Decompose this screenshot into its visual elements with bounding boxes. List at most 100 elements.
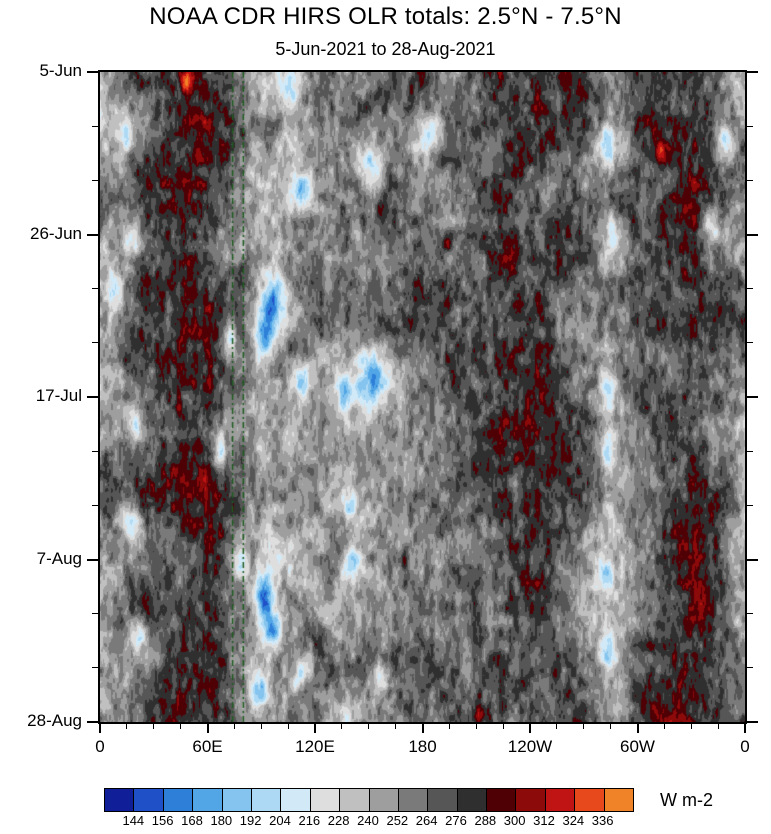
colorbar-tick-label: 324 — [562, 813, 585, 828]
y-tick-label: 17-Jul — [35, 386, 82, 405]
x-major-tick — [744, 724, 746, 733]
colorbar-tick-label: 180 — [210, 813, 233, 828]
x-minor-tick — [341, 724, 343, 729]
x-minor-tick — [368, 724, 370, 729]
colorbar-cell — [369, 789, 399, 811]
y-major-tick-right — [747, 558, 758, 561]
y-minor-tick — [92, 288, 98, 290]
x-tick-label: 180 — [408, 737, 437, 756]
figure-subtitle: 5-Jun-2021 to 28-Aug-2021 — [275, 39, 496, 59]
y-tick-label: 7-Aug — [36, 548, 82, 568]
colorbar-tick-label: 240 — [357, 813, 379, 828]
y-minor-tick — [92, 125, 98, 127]
y-tick-label: 26-Jun — [30, 223, 82, 243]
x-minor-tick — [153, 724, 155, 729]
x-minor-tick — [690, 724, 692, 729]
colorbar-tick-label: 216 — [298, 813, 321, 828]
x-minor-tick — [556, 724, 558, 729]
colorbar-tick-label: 168 — [181, 813, 203, 828]
colorbar-tick-label: 144 — [122, 813, 145, 828]
x-major-tick — [636, 724, 639, 733]
colorbar-tick-label: 156 — [151, 813, 174, 828]
y-minor-tick-right — [747, 613, 753, 615]
x-minor-tick — [260, 724, 262, 729]
x-minor-tick — [717, 724, 719, 729]
y-minor-tick — [92, 613, 98, 615]
colorbar-tick-label: 252 — [386, 813, 409, 828]
colorbar-cell — [310, 789, 341, 811]
y-tick-label: 28-Aug — [27, 711, 82, 730]
x-minor-tick — [610, 724, 612, 729]
colorbar-cell — [105, 789, 135, 811]
colorbar-tick-label: 204 — [269, 813, 291, 828]
x-major-tick — [99, 724, 101, 733]
x-tick-label: 60E — [192, 737, 223, 756]
x-minor-tick — [448, 724, 450, 729]
x-major-tick — [529, 724, 531, 733]
colorbar-cell — [604, 789, 634, 811]
x-minor-tick — [233, 724, 235, 729]
olr-heatmap-canvas — [100, 72, 745, 722]
x-tick-label: 120W — [507, 737, 553, 756]
colorbar-units-label: W m-2 — [660, 790, 713, 810]
colorbar-tick-label: 228 — [327, 813, 350, 828]
y-minor-tick — [92, 667, 98, 669]
x-minor-tick — [475, 724, 477, 729]
colorbar-cell — [545, 789, 576, 811]
y-major-tick-right — [747, 71, 758, 73]
colorbar-tick-label: 264 — [415, 813, 438, 828]
y-minor-tick-right — [747, 342, 753, 344]
colorbar-tick-label: 336 — [591, 813, 614, 828]
colorbar — [104, 788, 634, 812]
y-major-tick — [87, 396, 98, 398]
colorbar-cell — [575, 789, 605, 811]
colorbar-tick-label: 192 — [239, 813, 262, 828]
x-tick-label: 0 — [740, 737, 750, 756]
colorbar-cell — [193, 789, 223, 811]
y-minor-tick-right — [747, 288, 753, 290]
y-minor-tick-right — [747, 667, 753, 669]
y-major-tick — [87, 71, 98, 73]
y-minor-tick — [92, 342, 98, 344]
x-minor-tick — [502, 724, 504, 729]
y-major-tick-right — [747, 233, 758, 236]
y-minor-tick — [92, 450, 98, 452]
colorbar-cell — [487, 789, 517, 811]
y-tick-label: 5-Jun — [39, 61, 82, 80]
x-major-tick — [421, 724, 424, 733]
x-tick-label: 0 — [95, 737, 105, 756]
y-minor-tick-right — [747, 450, 753, 452]
x-minor-tick — [395, 724, 397, 729]
x-tick-label: 60W — [620, 737, 655, 756]
colorbar-cell — [251, 789, 282, 811]
y-minor-tick-right — [747, 179, 753, 181]
x-minor-tick — [126, 724, 128, 729]
y-major-tick-right — [747, 721, 758, 723]
x-major-tick — [206, 724, 209, 733]
colorbar-cell — [281, 789, 311, 811]
y-major-tick — [87, 721, 98, 723]
y-minor-tick-right — [747, 125, 753, 127]
colorbar-cell — [340, 789, 370, 811]
y-major-tick-right — [747, 396, 758, 398]
colorbar-tick-label: 276 — [445, 813, 467, 828]
y-minor-tick-right — [747, 504, 753, 506]
colorbar-cell — [398, 789, 429, 811]
y-minor-tick — [92, 504, 98, 506]
x-minor-tick — [180, 724, 182, 729]
colorbar-cell — [428, 789, 458, 811]
x-minor-tick — [287, 724, 289, 729]
colorbar-cell — [457, 789, 488, 811]
figure-title: NOAA CDR HIRS OLR totals: 2.5°N - 7.5°N — [149, 3, 622, 30]
colorbar-cell — [222, 789, 252, 811]
x-major-tick — [314, 724, 316, 733]
y-major-tick — [87, 558, 98, 561]
colorbar-tick-label: 312 — [533, 813, 555, 828]
x-tick-label: 120E — [295, 737, 335, 756]
colorbar-cell — [516, 789, 546, 811]
y-major-tick — [87, 233, 98, 236]
x-minor-tick — [583, 724, 585, 729]
colorbar-cell — [134, 789, 164, 811]
colorbar-cell — [163, 789, 194, 811]
